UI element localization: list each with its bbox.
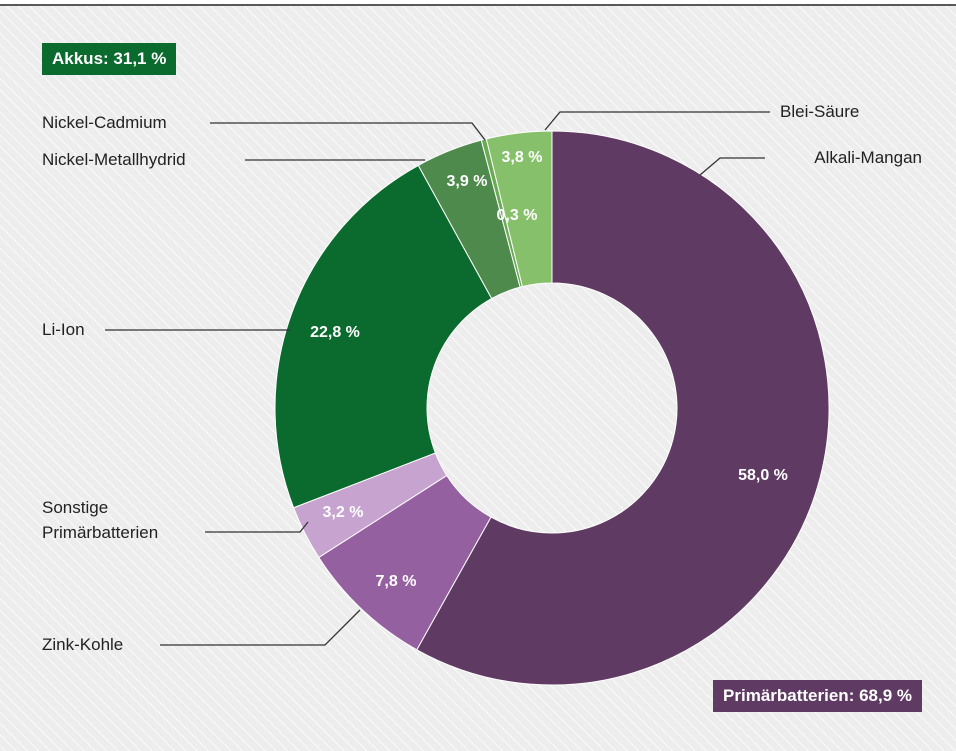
category-label: Alkali-Mangan <box>814 148 922 167</box>
value-label: 3,8 % <box>502 149 543 166</box>
leader-line <box>544 111 770 131</box>
annotation: Primärbatterien: 68,9 % <box>713 680 922 712</box>
leader-line <box>699 157 765 176</box>
category-label: Sonstige Primärbatterien <box>42 498 159 542</box>
annotation: Akkus: 31,1 % <box>42 43 177 75</box>
leader-line <box>210 122 486 141</box>
value-label: 3,2 % <box>323 504 364 521</box>
category-label: Nickel-Metallhydrid <box>42 150 186 169</box>
category-label: Nickel-Cadmium <box>42 113 167 132</box>
value-label: 22,8 % <box>310 324 360 341</box>
donut-segment <box>274 164 493 509</box>
leader-line <box>160 609 361 646</box>
value-label: 0,3 % <box>497 207 538 224</box>
category-label: Zink-Kohle <box>42 635 124 654</box>
category-label: Li-Ion <box>42 320 85 339</box>
value-label: 3,9 % <box>447 173 488 190</box>
leader-line <box>205 521 309 533</box>
value-label: 58,0 % <box>738 467 788 484</box>
value-label: 7,8 % <box>376 573 417 590</box>
donut-segment <box>416 130 830 686</box>
donut-segment <box>485 130 553 288</box>
category-label: Blei-Säure <box>780 102 860 121</box>
